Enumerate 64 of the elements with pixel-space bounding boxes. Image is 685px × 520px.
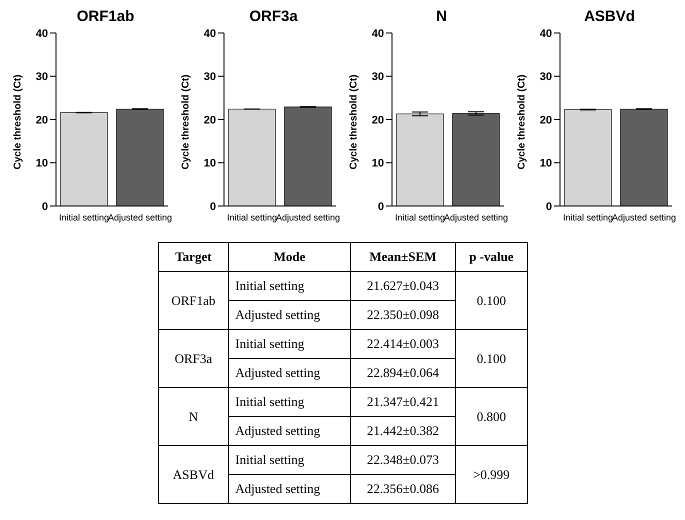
y-axis-title: Cycle threshold (Ct) <box>348 74 360 170</box>
text: ASBVd <box>158 446 229 504</box>
y-tick-label: 20 <box>36 114 48 126</box>
x-tick-label: Initial setting <box>562 212 614 222</box>
x-tick-label: Adjusted setting <box>444 212 508 222</box>
text: 22.356±0.086 <box>350 474 456 504</box>
x-tick-label: Adjusted setting <box>276 212 340 222</box>
text: Adjusted setting <box>228 416 350 446</box>
text: Initial setting <box>228 330 350 358</box>
x-tick-label: Adjusted setting <box>108 212 172 222</box>
y-tick-label: 30 <box>204 71 216 84</box>
y-tick-label: 10 <box>372 158 384 170</box>
y-tick-label: 30 <box>372 71 384 84</box>
y-tick-label: 20 <box>540 114 552 126</box>
text: Initial setting <box>228 388 350 416</box>
chart-title: N <box>435 8 448 27</box>
text: 22.894±0.064 <box>350 358 456 388</box>
text: 0.800 <box>456 388 527 446</box>
x-tick-label: Initial setting <box>58 212 110 222</box>
x-tick-label: Initial setting <box>226 212 278 222</box>
text: Mode <box>228 242 350 272</box>
y-tick-label: 20 <box>204 114 216 126</box>
chart-title: ORF3a <box>248 8 299 27</box>
y-tick-label: 40 <box>540 28 552 40</box>
text: 21.627±0.043 <box>350 272 456 300</box>
text: 22.414±0.003 <box>350 330 456 358</box>
y-axis-title: Cycle threshold (Ct) <box>516 74 528 170</box>
text: Initial setting <box>228 446 350 474</box>
text: Mean±SEM <box>350 242 456 272</box>
text: Initial setting <box>228 272 350 300</box>
text: 22.348±0.073 <box>350 446 456 474</box>
y-tick-label: 40 <box>372 28 384 40</box>
chart-title: ORF1ab <box>76 8 136 27</box>
text: 21.347±0.421 <box>350 388 456 416</box>
text: 0.100 <box>456 272 527 330</box>
text: N <box>158 388 229 446</box>
y-tick-label: 0 <box>546 200 552 213</box>
y-tick-label: 0 <box>378 200 384 213</box>
x-tick-label: Initial setting <box>394 212 446 222</box>
text: >0.999 <box>456 446 527 504</box>
text: Adjusted setting <box>228 474 350 504</box>
text: Adjusted setting <box>228 300 350 330</box>
text: Adjusted setting <box>228 358 350 388</box>
text: 22.350±0.098 <box>350 300 456 330</box>
y-axis-title: Cycle threshold (Ct) <box>12 74 24 170</box>
y-tick-label: 0 <box>210 200 216 213</box>
text: 21.442±0.382 <box>350 416 456 446</box>
y-tick-label: 40 <box>204 28 216 40</box>
y-axis-title: Cycle threshold (Ct) <box>180 74 192 170</box>
y-tick-label: 10 <box>204 158 216 170</box>
y-tick-label: 40 <box>36 28 48 40</box>
x-tick-label: Adjusted setting <box>612 212 676 222</box>
y-tick-label: 30 <box>540 71 552 84</box>
y-tick-label: 10 <box>540 158 552 170</box>
y-tick-label: 0 <box>42 200 48 213</box>
text: Target <box>158 242 229 272</box>
text: 0.100 <box>456 330 527 388</box>
text: ORF3a <box>158 330 229 388</box>
y-tick-label: 10 <box>36 158 48 170</box>
y-tick-label: 20 <box>372 114 384 126</box>
text: p -value <box>456 242 527 272</box>
chart-title: ASBVd <box>583 8 636 27</box>
text: ORF1ab <box>158 272 229 330</box>
y-tick-label: 30 <box>36 71 48 84</box>
